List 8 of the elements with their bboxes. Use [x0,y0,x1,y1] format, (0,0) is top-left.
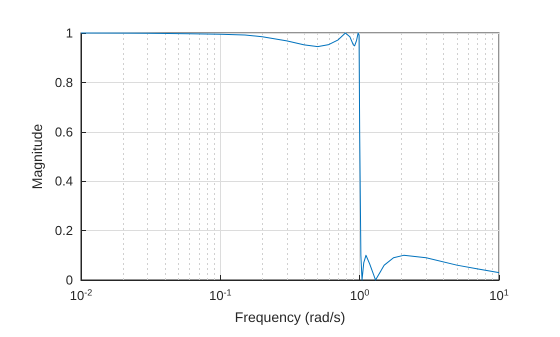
y-axis-title: Magnitude [29,124,46,190]
y-tick-label: 0.4 [54,174,73,189]
x-axis-title: Frequency (rad/s) [234,309,346,325]
y-tick-label: 1 [66,26,73,40]
y-tick-label: 0.6 [54,124,73,140]
y-tick-label: 0.2 [54,223,73,238]
y-tick-label: 0.8 [54,74,73,90]
y-tick-label: 0 [66,272,73,288]
